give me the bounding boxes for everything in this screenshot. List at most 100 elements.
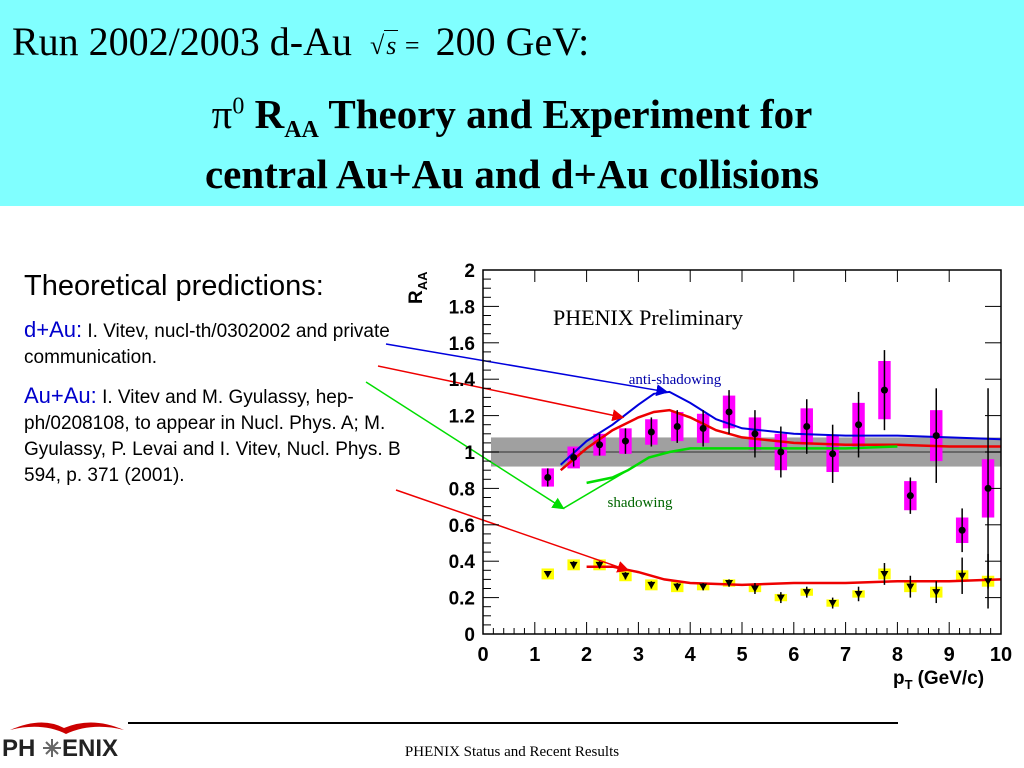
y-tick-label: 1	[464, 443, 475, 464]
shadowing-pointer	[365, 381, 565, 510]
run-line: Run 2002/2003 d-Au √s = 200 GeV:	[12, 18, 589, 65]
predictions-panel: Theoretical predictions: d+Au: I. Vitev,…	[24, 270, 414, 501]
auau-point	[699, 583, 708, 591]
dau-point	[751, 430, 759, 438]
x-tick-label: 6	[788, 644, 799, 666]
x-tick-label: 4	[685, 644, 697, 666]
slide-title-line1: π0 RAA Theory and Experiment for	[0, 90, 1024, 144]
dau-point	[958, 526, 966, 534]
y-tick-label: 2	[464, 261, 475, 282]
auau-citation: I. Vitev and M. Gyulassy, hep-ph/0208108…	[24, 387, 401, 486]
dau-point	[906, 492, 914, 500]
sqrt-symbol: √	[370, 31, 385, 61]
energy-value: 200 GeV:	[435, 19, 590, 64]
auau-point	[854, 590, 863, 598]
x-tick-label: 0	[477, 644, 488, 666]
auau-point	[543, 570, 552, 578]
auau-point	[595, 561, 604, 569]
auau-point	[880, 570, 889, 578]
x-tick-label: 9	[944, 644, 955, 666]
svg-text:RAA: RAA	[406, 271, 430, 304]
shadowing-curve	[586, 445, 898, 485]
x-axis-symbol: p	[893, 668, 905, 689]
auau-point	[750, 585, 759, 593]
dau-point	[725, 408, 733, 416]
x-tick-label: 5	[736, 644, 747, 666]
logo-star-icon	[43, 739, 61, 757]
sqrt-variable: s	[384, 30, 399, 61]
pi-superscript: 0	[232, 93, 245, 120]
dau-point	[880, 386, 888, 394]
auau-point	[673, 583, 682, 591]
dau-point	[829, 450, 837, 458]
title-banner: Run 2002/2003 d-Au √s = 200 GeV: π0 RAA …	[0, 0, 1024, 206]
auau-label: Au+Au:	[24, 383, 97, 408]
pi-symbol: π	[211, 91, 233, 137]
raa-symbol: R	[254, 91, 285, 137]
sqrt-equals: =	[404, 31, 420, 61]
auau-point	[984, 578, 993, 586]
auau-theory-pointer	[395, 489, 630, 573]
y-tick-label: 0.4	[449, 552, 476, 573]
slide-title-line2: central Au+Au and d+Au collisions	[204, 151, 820, 197]
y-axis-title: RAA	[406, 271, 430, 304]
chart-title: PHENIX Preliminary	[553, 305, 743, 330]
dau-point	[932, 432, 940, 440]
y-tick-label: 0.8	[449, 479, 475, 500]
x-axis-title: pT (GeV/c)	[893, 668, 984, 692]
y-tick-label: 1.2	[449, 407, 475, 428]
footer-text: PHENIX Status and Recent Results	[404, 744, 620, 760]
dau-point	[596, 441, 604, 449]
y-tick-label: 0	[464, 625, 475, 646]
auau-point	[906, 583, 915, 591]
auau-reference: Au+Au: I. Vitev and M. Gyulassy, hep-ph/…	[24, 383, 414, 489]
y-tick-label: 0.2	[449, 589, 475, 610]
phenix-logo: PH ENIX	[2, 722, 124, 762]
predictions-heading: Theoretical predictions:	[24, 270, 324, 302]
shadowing-pointer-tail	[562, 469, 629, 510]
dau-point	[544, 473, 552, 481]
auau-theory-curve	[586, 565, 1002, 587]
x-axis-unit: (GeV/c)	[918, 668, 985, 689]
y-tick-label: 0.6	[449, 516, 475, 537]
dau-point	[699, 424, 707, 432]
x-axis-subscript: T	[905, 677, 913, 692]
auau-point	[647, 581, 656, 589]
auau-point	[569, 561, 578, 569]
anti-shadowing-pointer	[385, 343, 669, 397]
dau-theory-pointer	[377, 365, 625, 422]
sqrt-s-formula: √s =	[370, 30, 420, 61]
auau-point	[932, 589, 941, 597]
x-tick-label: 7	[840, 644, 851, 666]
y-tick-label: 1.8	[449, 297, 475, 318]
y-axis-symbol: R	[406, 290, 427, 304]
x-tick-label: 8	[892, 644, 903, 666]
dau-point	[777, 448, 785, 456]
dau-point	[570, 453, 578, 461]
y-axis-subscript: AA	[415, 271, 430, 290]
auau-point	[621, 572, 630, 580]
dau-reference: d+Au: I. Vitev, nucl-th/0302002 and priv…	[24, 317, 414, 371]
logo-text-left: PH	[2, 735, 35, 762]
dau-label: d+Au:	[24, 317, 83, 342]
dau-point	[673, 423, 681, 431]
auau-point	[802, 589, 811, 597]
auau-point	[725, 580, 734, 588]
auau-point	[828, 600, 837, 608]
dau-point	[855, 421, 863, 429]
dau-citation: I. Vitev, nucl-th/0302002 and private co…	[24, 321, 390, 368]
logo-text-right: ENIX	[62, 735, 118, 762]
y-tick-label: 1.6	[449, 334, 475, 355]
dau-point	[647, 428, 655, 436]
svg-text:pT(GeV/c): pT (GeV/c)	[893, 668, 984, 692]
auau-point	[958, 572, 967, 580]
auau-point	[776, 594, 785, 602]
x-tick-label: 1	[529, 644, 540, 666]
x-tick-label: 10	[990, 644, 1012, 666]
dau-point	[621, 437, 629, 445]
raa-subscript: AA	[284, 117, 319, 144]
shadowing-label: shadowing	[608, 495, 673, 511]
run-prefix: Run 2002/2003 d-Au	[12, 19, 352, 64]
footer-divider	[128, 722, 898, 724]
